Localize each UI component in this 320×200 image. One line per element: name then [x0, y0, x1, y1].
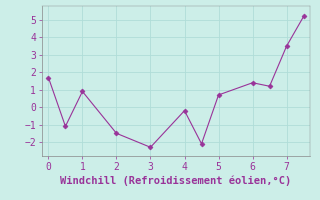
X-axis label: Windchill (Refroidissement éolien,°C): Windchill (Refroidissement éolien,°C): [60, 176, 292, 186]
